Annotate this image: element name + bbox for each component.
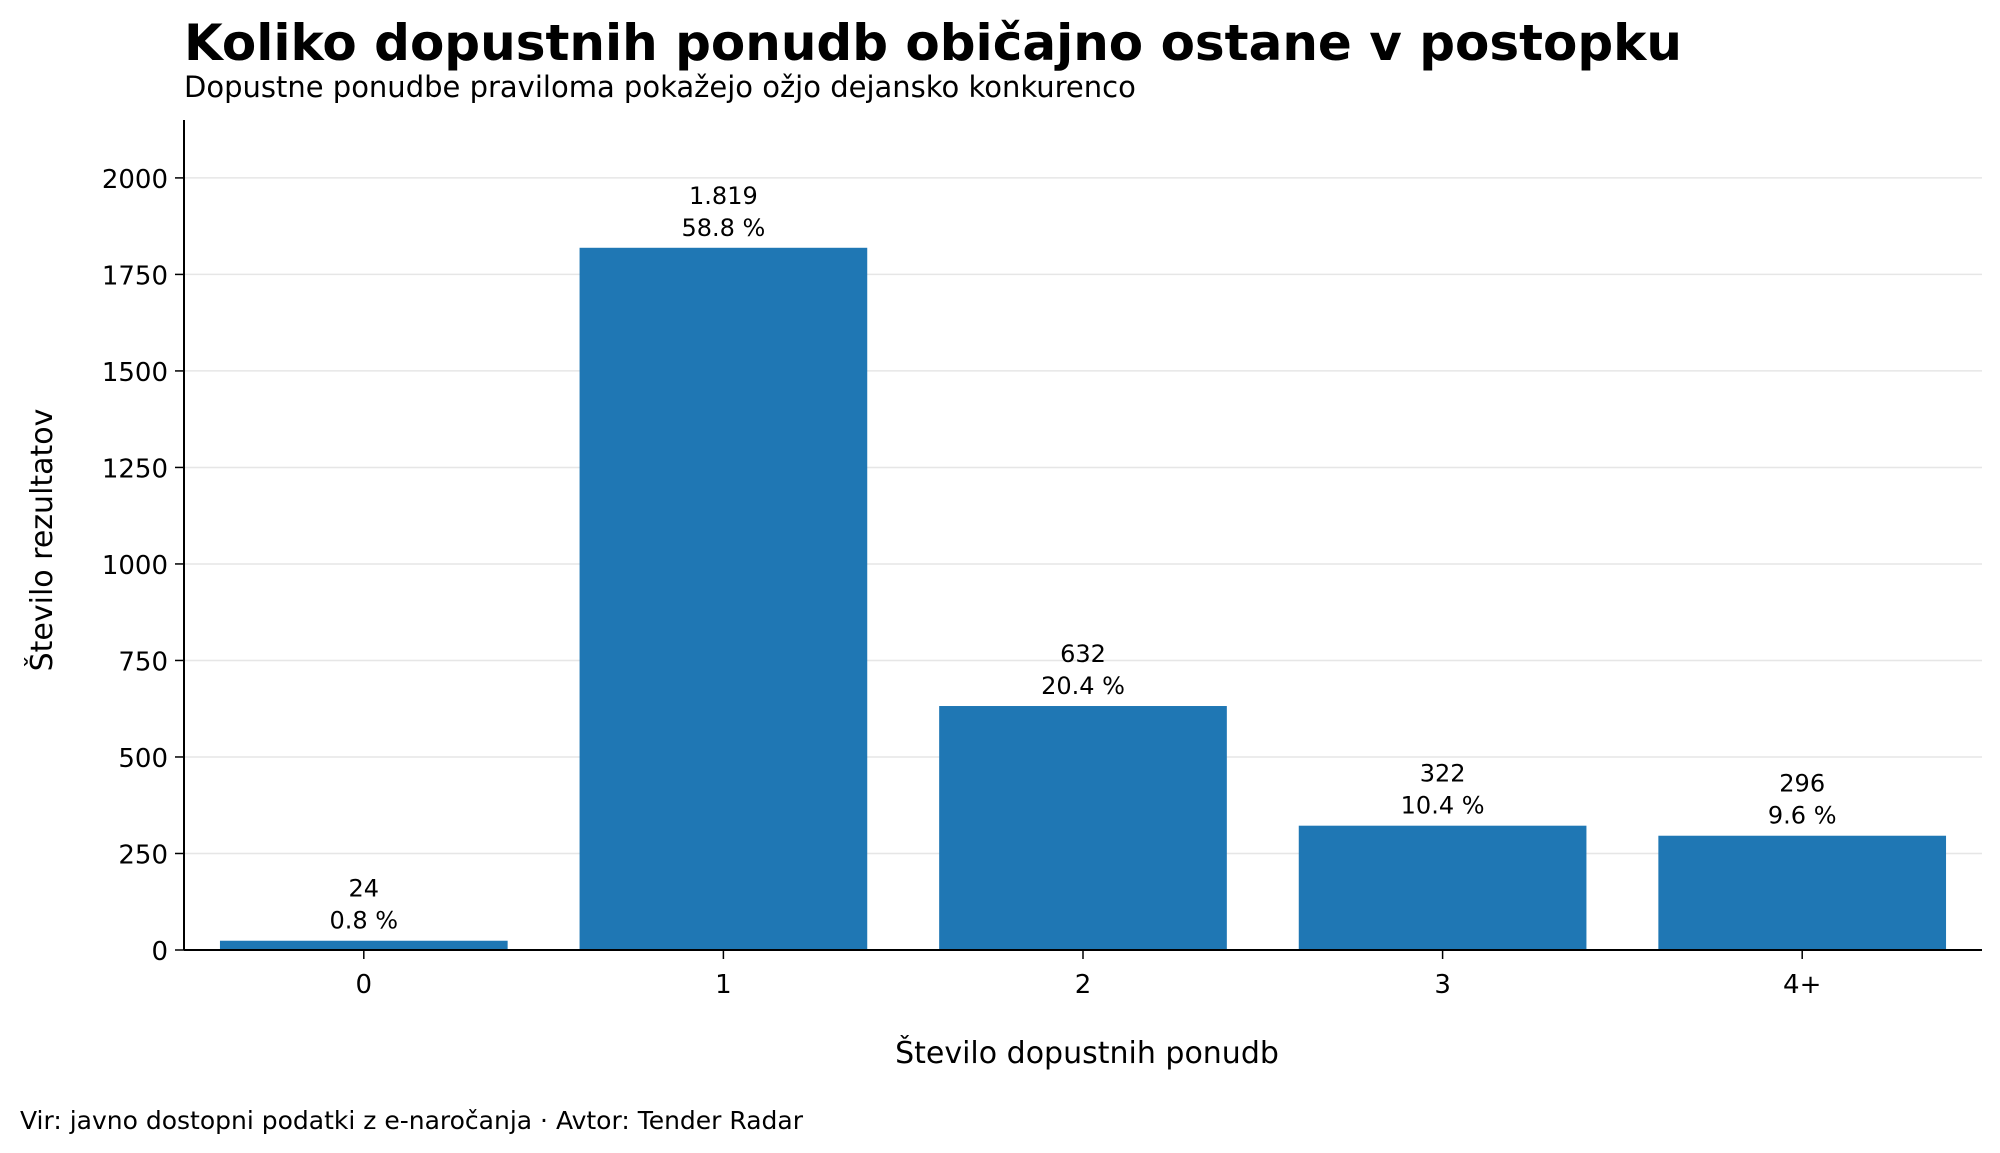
data-label-count: 1.819 bbox=[689, 182, 758, 210]
chart-subtitle: Dopustne ponudbe praviloma pokažejo ožjo… bbox=[184, 70, 1136, 104]
chart-title: Koliko dopustnih ponudb običajno ostane … bbox=[184, 14, 1683, 72]
bar-1 bbox=[579, 247, 868, 951]
y-tick-label: 1500 bbox=[102, 358, 168, 388]
bar-3 bbox=[1298, 825, 1587, 950]
data-label-percent: 9.6 % bbox=[1768, 802, 1837, 830]
data-label-percent: 20.4 % bbox=[1041, 672, 1125, 700]
y-axis-label: Število rezultatov bbox=[23, 409, 60, 672]
y-tick-label: 250 bbox=[118, 840, 168, 870]
source-note: Vir: javno dostopni podatki z e-naročanj… bbox=[20, 1106, 804, 1135]
data-label-percent: 58.8 % bbox=[681, 214, 765, 242]
data-label-count: 632 bbox=[1060, 640, 1106, 668]
x-axis-label: Število dopustnih ponudb bbox=[895, 1034, 1279, 1071]
x-tick-labels: 0 1 2 3 4+ bbox=[356, 950, 1821, 1000]
y-tick-label: 500 bbox=[118, 744, 168, 774]
y-tick-label: 1250 bbox=[102, 454, 168, 484]
y-tick-label: 1750 bbox=[102, 261, 168, 291]
x-tick-label: 3 bbox=[1434, 970, 1451, 1000]
bar-0 bbox=[219, 940, 508, 950]
bars bbox=[219, 247, 1947, 951]
gridlines bbox=[184, 177, 1982, 855]
data-label-count: 296 bbox=[1779, 770, 1825, 798]
data-label-count: 322 bbox=[1420, 760, 1466, 788]
y-tick-label: 1000 bbox=[102, 551, 168, 581]
bar-4+ bbox=[1658, 835, 1947, 950]
data-labels: 24 0.8 % 1.819 58.8 % 632 20.4 % 322 10.4 % 296 9… bbox=[329, 182, 1836, 935]
data-label-percent: 10.4 % bbox=[1401, 792, 1485, 820]
y-tick-label: 2000 bbox=[102, 165, 168, 195]
y-tick-label: 0 bbox=[151, 937, 168, 967]
x-tick-label: 2 bbox=[1075, 970, 1092, 1000]
y-tick-labels: 0 250 500 750 1000 1250 1500 1750 2000 bbox=[102, 165, 184, 967]
data-label-count: 24 bbox=[349, 875, 380, 903]
bar-2 bbox=[939, 706, 1227, 950]
data-label-percent: 0.8 % bbox=[329, 907, 398, 935]
x-tick-label: 4+ bbox=[1783, 970, 1821, 1000]
x-tick-label: 0 bbox=[356, 970, 373, 1000]
x-tick-label: 1 bbox=[715, 970, 732, 1000]
y-tick-label: 750 bbox=[118, 647, 168, 677]
